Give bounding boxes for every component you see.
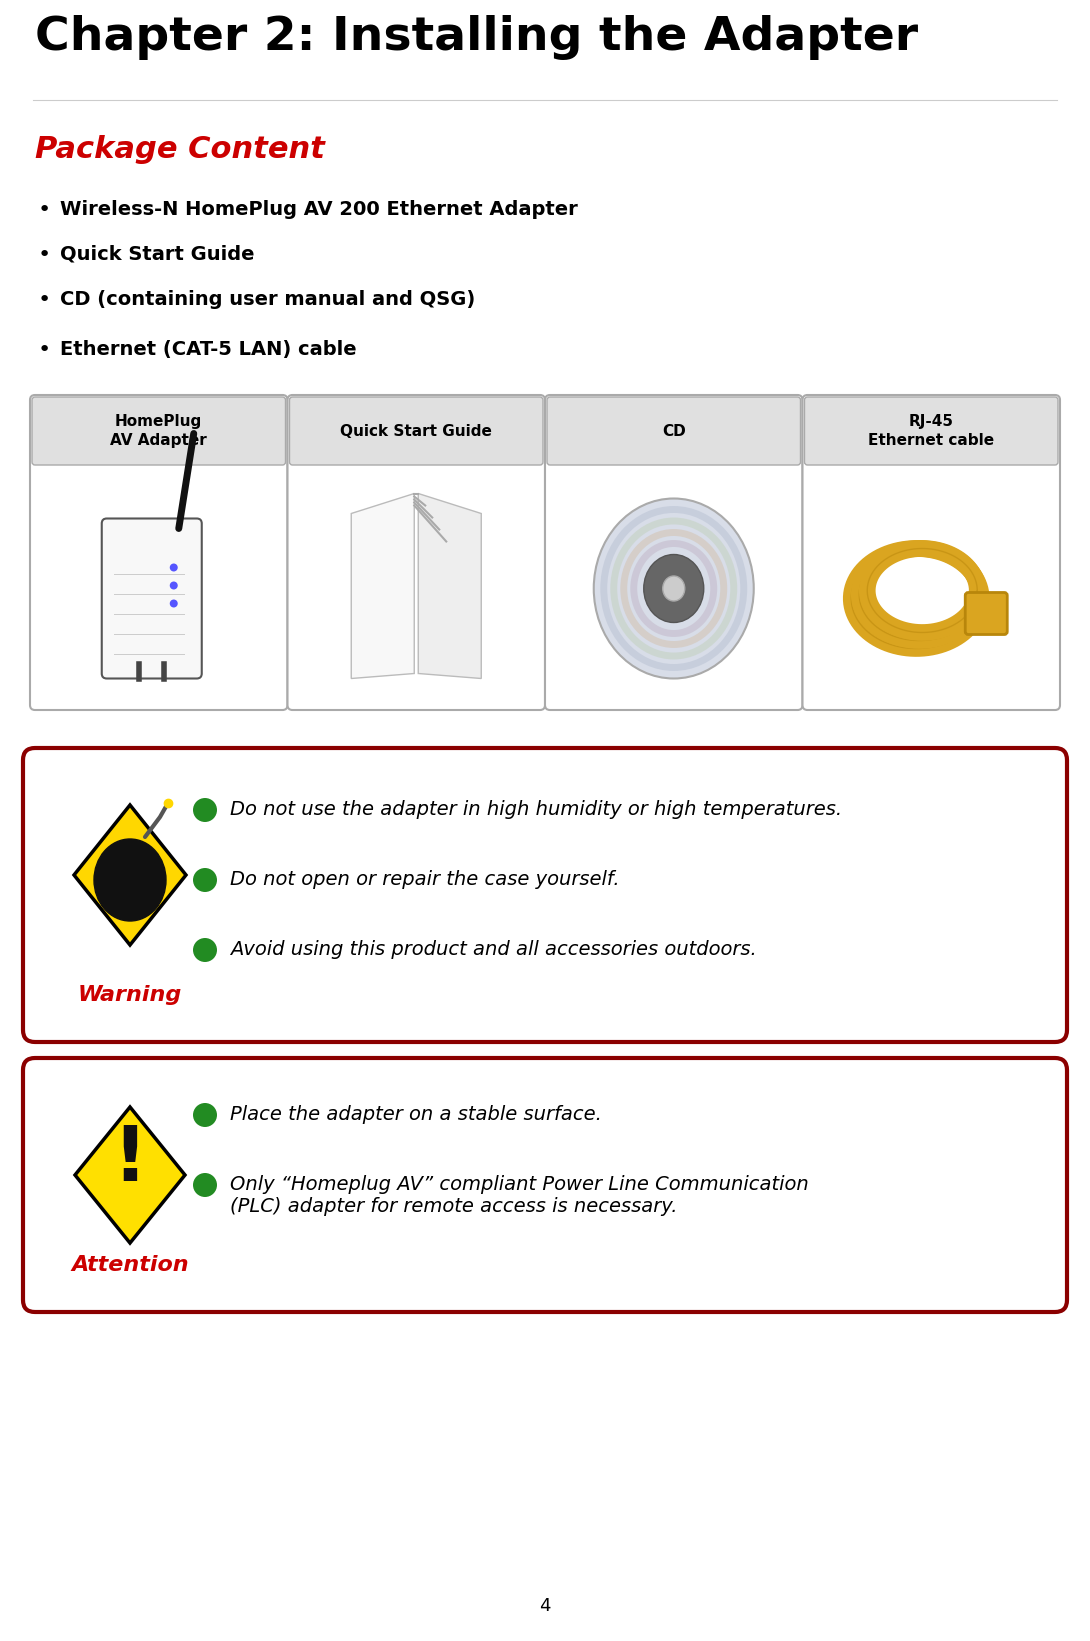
Text: Package Content: Package Content [35,135,325,164]
Text: •: • [38,290,51,310]
Text: Place the adapter on a stable surface.: Place the adapter on a stable surface. [230,1104,602,1124]
FancyBboxPatch shape [547,397,800,464]
Circle shape [170,581,178,589]
Text: Do not use the adapter in high humidity or high temperatures.: Do not use the adapter in high humidity … [230,801,843,819]
Text: Do not open or repair the case yourself.: Do not open or repair the case yourself. [230,870,619,889]
Circle shape [193,1173,217,1196]
Text: Only “Homeplug AV” compliant Power Line Communication
(PLC) adapter for remote a: Only “Homeplug AV” compliant Power Line … [230,1175,809,1216]
Text: Attention: Attention [71,1255,189,1275]
FancyBboxPatch shape [545,395,802,711]
Text: RJ-45
Ethernet cable: RJ-45 Ethernet cable [869,414,994,448]
Polygon shape [419,494,482,678]
Text: •: • [38,245,51,264]
FancyBboxPatch shape [288,395,545,711]
Ellipse shape [644,555,704,622]
Text: Quick Start Guide: Quick Start Guide [340,423,493,438]
Text: Quick Start Guide: Quick Start Guide [60,245,254,264]
Text: Warning: Warning [77,985,182,1004]
FancyBboxPatch shape [802,395,1059,711]
Ellipse shape [663,576,685,601]
Circle shape [193,868,217,893]
Text: •: • [38,340,51,359]
FancyBboxPatch shape [966,592,1007,635]
Text: Wireless-N HomePlug AV 200 Ethernet Adapter: Wireless-N HomePlug AV 200 Ethernet Adap… [60,200,578,218]
FancyBboxPatch shape [31,395,288,711]
Circle shape [193,798,217,822]
FancyBboxPatch shape [290,397,543,464]
FancyBboxPatch shape [23,1058,1067,1313]
Circle shape [170,599,178,607]
Text: Ethernet (CAT-5 LAN) cable: Ethernet (CAT-5 LAN) cable [60,340,356,359]
Text: Avoid using this product and all accessories outdoors.: Avoid using this product and all accesso… [230,940,756,958]
Text: CD: CD [662,423,686,438]
Ellipse shape [594,499,754,678]
Text: •: • [38,200,51,220]
Ellipse shape [94,839,166,921]
FancyBboxPatch shape [32,397,286,464]
FancyBboxPatch shape [804,397,1058,464]
Circle shape [170,563,178,571]
Text: CD (containing user manual and QSG): CD (containing user manual and QSG) [60,290,475,309]
FancyBboxPatch shape [101,519,202,678]
Polygon shape [74,806,186,945]
Polygon shape [351,494,414,678]
Polygon shape [75,1108,185,1242]
Text: !: ! [112,1122,147,1196]
Text: Chapter 2: Installing the Adapter: Chapter 2: Installing the Adapter [35,15,918,61]
Circle shape [193,939,217,962]
Text: HomePlug
AV Adapter: HomePlug AV Adapter [110,414,207,448]
Circle shape [193,1103,217,1127]
Text: 4: 4 [540,1597,550,1615]
FancyBboxPatch shape [23,748,1067,1042]
